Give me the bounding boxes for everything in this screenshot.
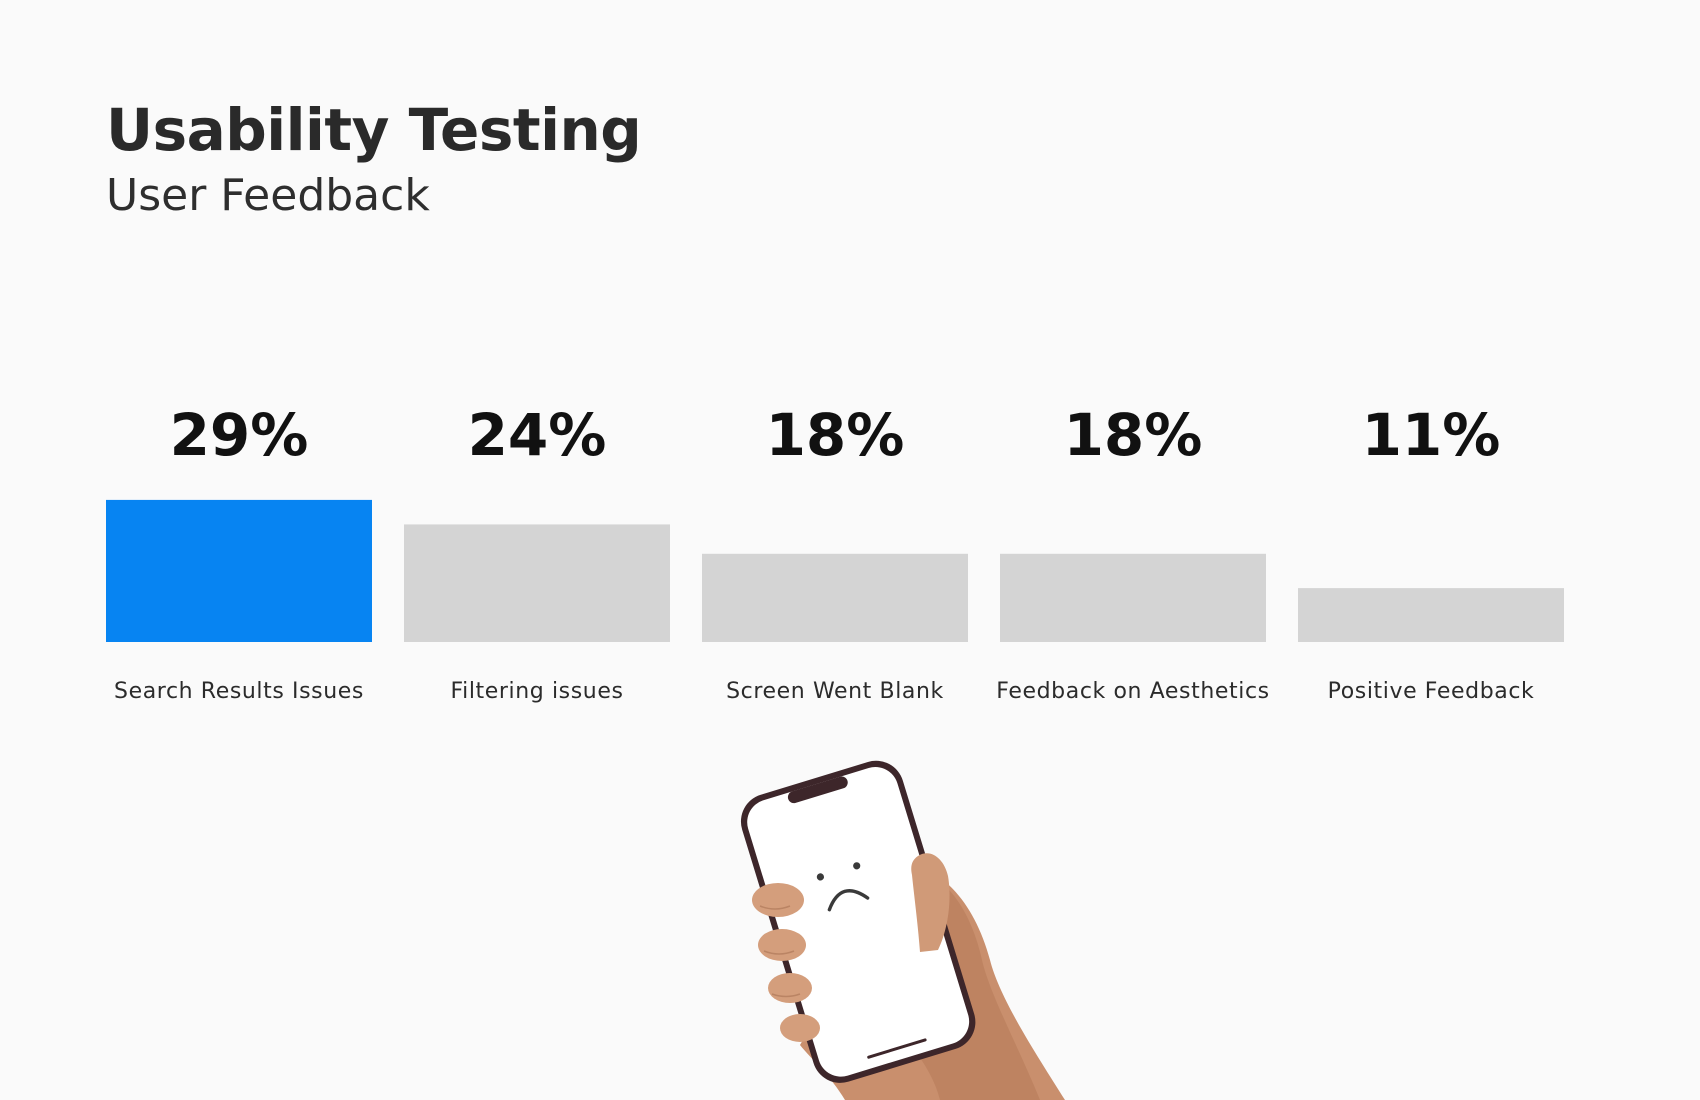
page-subtitle: User Feedback bbox=[106, 170, 430, 221]
value-label-4: 18% bbox=[1064, 401, 1203, 469]
value-label-3: 18% bbox=[766, 401, 905, 469]
bar-chart: 29% Search Results Issues 24% Filtering iss… bbox=[106, 401, 1564, 704]
value-label-2: 24% bbox=[468, 401, 607, 469]
bar-5 bbox=[1298, 588, 1564, 642]
category-label-1: Search Results Issues bbox=[114, 679, 364, 704]
value-label-1: 29% bbox=[170, 401, 309, 469]
category-label-5: Positive Feedback bbox=[1328, 679, 1535, 704]
category-label-2: Filtering issues bbox=[450, 679, 623, 704]
category-label-4: Feedback on Aesthetics bbox=[996, 679, 1269, 704]
page-title: Usability Testing bbox=[106, 96, 642, 164]
bar-2 bbox=[404, 524, 670, 642]
bar-3 bbox=[702, 553, 968, 642]
bar-4 bbox=[1000, 553, 1266, 642]
value-label-5: 11% bbox=[1362, 401, 1501, 469]
category-label-3: Screen Went Blank bbox=[726, 679, 944, 704]
bar-1 bbox=[106, 499, 372, 642]
